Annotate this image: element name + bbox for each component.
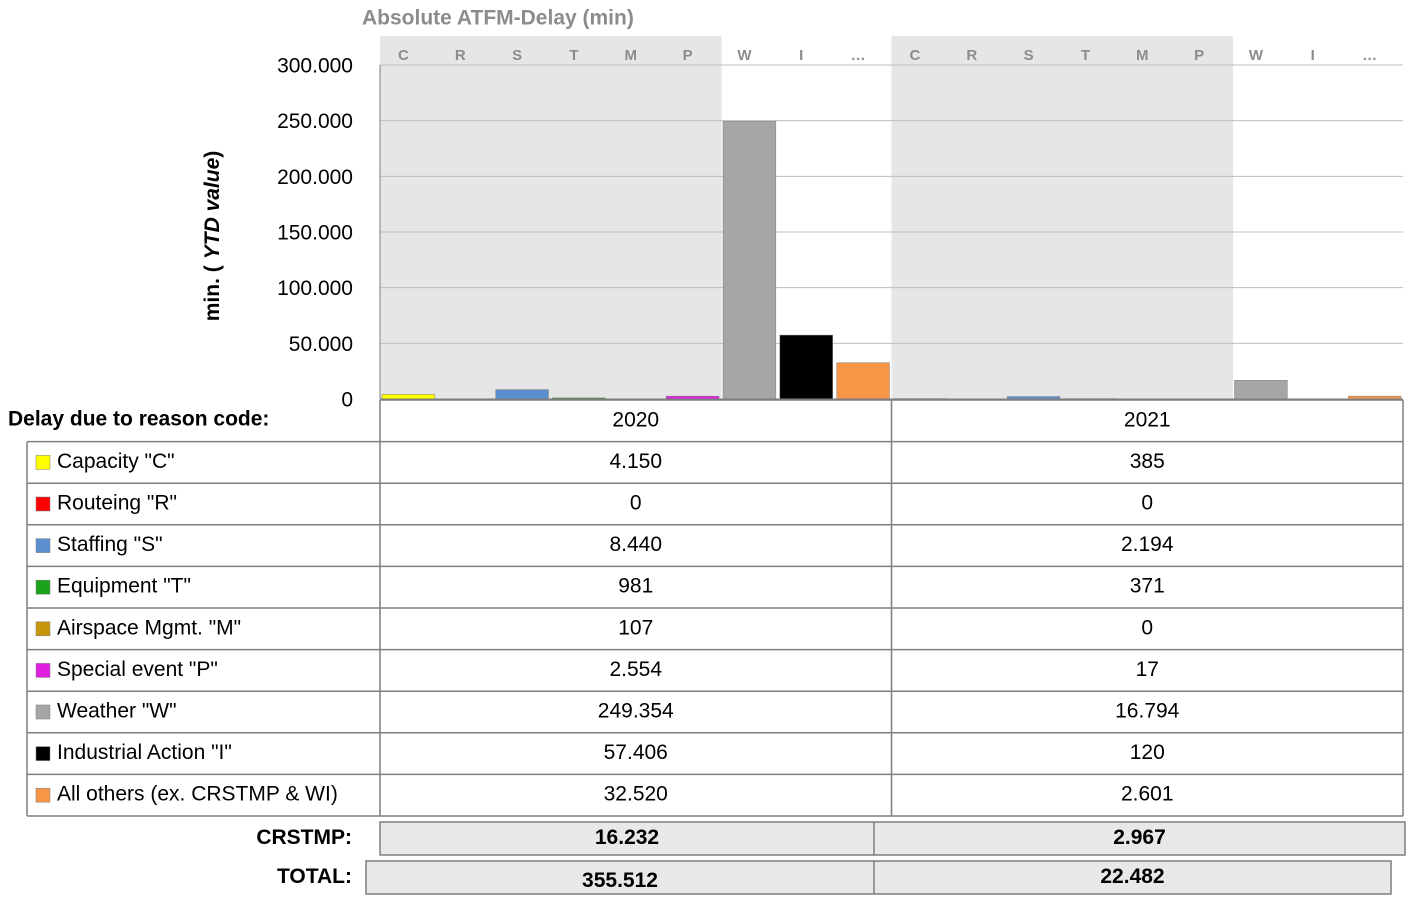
category-label: T bbox=[569, 47, 578, 64]
table-value: 2.601 bbox=[1121, 783, 1174, 806]
category-label: T bbox=[1081, 47, 1090, 64]
total-box bbox=[379, 821, 1406, 856]
category-label: P bbox=[683, 47, 693, 64]
category-label: M bbox=[625, 47, 638, 64]
y-tick-label: 0 bbox=[341, 389, 353, 412]
y-label-part: min. ( bbox=[201, 265, 224, 321]
bar bbox=[722, 121, 777, 400]
shade bbox=[436, 36, 495, 399]
legend-swatch bbox=[35, 621, 51, 637]
table-value: 57.406 bbox=[604, 741, 668, 764]
table-value: 249.354 bbox=[598, 700, 674, 723]
table-value: 17 bbox=[1136, 658, 1159, 681]
bar bbox=[836, 362, 890, 400]
total-box bbox=[365, 860, 1392, 895]
legend-label: Special event "P" bbox=[57, 658, 218, 681]
table-value: 0 bbox=[1141, 616, 1153, 639]
legend-swatch bbox=[35, 538, 51, 553]
legend-label: Airspace Mgmt. "M" bbox=[57, 616, 241, 639]
y-tick-label: 250.000 bbox=[277, 110, 353, 133]
legend-swatch bbox=[35, 787, 51, 803]
category-label: M bbox=[1136, 47, 1149, 64]
total-label: TOTAL: bbox=[277, 865, 352, 888]
category-label: C bbox=[909, 47, 920, 64]
y-tick-label: 200.000 bbox=[277, 166, 353, 189]
category-label: W bbox=[737, 47, 752, 64]
category-label: C bbox=[398, 47, 409, 64]
legend-label: Weather "W" bbox=[57, 700, 177, 723]
chart-title: Absolute ATFM-Delay (min) bbox=[362, 7, 634, 30]
y-tick-label: 300.000 bbox=[277, 55, 353, 78]
legend-label: Staffing "S" bbox=[57, 533, 163, 556]
y-axis-label: min. ( YTD value) bbox=[201, 151, 224, 322]
category-label: I bbox=[799, 47, 803, 64]
table-value: 16.794 bbox=[1115, 700, 1180, 723]
group-label: 2021 bbox=[1124, 408, 1171, 431]
legend-label: Capacity "C" bbox=[57, 450, 175, 473]
legend-swatch bbox=[35, 704, 51, 720]
shade bbox=[664, 36, 722, 399]
y-label-part: YTD value bbox=[201, 157, 224, 259]
total-value: 16.232 bbox=[595, 826, 659, 849]
shade bbox=[550, 36, 608, 399]
shade bbox=[1175, 36, 1233, 399]
category-label: R bbox=[966, 47, 977, 64]
table-value: 2.194 bbox=[1121, 533, 1174, 556]
category-label: S bbox=[1024, 47, 1034, 64]
legend-swatch bbox=[35, 496, 51, 512]
table-value: 107 bbox=[618, 616, 653, 639]
table-value: 32.520 bbox=[604, 783, 668, 806]
category-label: R bbox=[455, 47, 466, 64]
category-label: S bbox=[512, 47, 522, 64]
legend-swatch bbox=[35, 663, 51, 678]
legend-label: Equipment "T" bbox=[57, 575, 191, 598]
legend-swatch bbox=[35, 455, 51, 470]
category-label: … bbox=[851, 47, 866, 64]
table-value: 2.554 bbox=[609, 658, 662, 681]
legend-label: Routeing "R" bbox=[57, 492, 177, 515]
shade bbox=[607, 36, 665, 399]
bar bbox=[779, 334, 833, 400]
y-tick-label: 150.000 bbox=[277, 222, 353, 245]
table-value: 0 bbox=[1141, 492, 1153, 515]
total-value: 2.967 bbox=[1113, 826, 1166, 849]
total-value: 355.512 bbox=[582, 869, 658, 892]
table-value: 0 bbox=[630, 492, 642, 515]
shade bbox=[380, 36, 438, 399]
shade bbox=[1062, 36, 1120, 399]
category-label: W bbox=[1249, 47, 1264, 64]
table-value: 8.440 bbox=[609, 533, 662, 556]
legend-swatch bbox=[35, 746, 51, 761]
shade bbox=[1005, 36, 1063, 399]
shade bbox=[1118, 36, 1177, 399]
group-label: 2020 bbox=[612, 408, 659, 431]
table-value: 981 bbox=[618, 575, 653, 598]
bar bbox=[495, 389, 549, 400]
shade bbox=[493, 36, 551, 399]
total-label: CRSTMP: bbox=[256, 826, 352, 849]
table-header: Delay due to reason code: bbox=[8, 408, 269, 431]
bar bbox=[1234, 380, 1288, 400]
y-label-part: ) bbox=[201, 151, 224, 158]
category-label: … bbox=[1362, 47, 1377, 64]
table-value: 120 bbox=[1130, 741, 1165, 764]
legend-label: All others (ex. CRSTMP & WI) bbox=[57, 783, 338, 806]
table-value: 371 bbox=[1130, 575, 1165, 598]
total-value: 22.482 bbox=[1100, 865, 1164, 888]
table-value: 385 bbox=[1130, 450, 1165, 473]
category-label: I bbox=[1311, 47, 1315, 64]
category-label: P bbox=[1194, 47, 1204, 64]
shade bbox=[891, 36, 949, 399]
legend-label: Industrial Action "I" bbox=[57, 741, 232, 764]
shade bbox=[948, 36, 1006, 399]
y-tick-label: 50.000 bbox=[289, 333, 353, 356]
bar bbox=[381, 394, 436, 400]
legend-swatch bbox=[35, 579, 51, 595]
table-value: 4.150 bbox=[609, 450, 662, 473]
y-tick-label: 100.000 bbox=[277, 277, 353, 300]
